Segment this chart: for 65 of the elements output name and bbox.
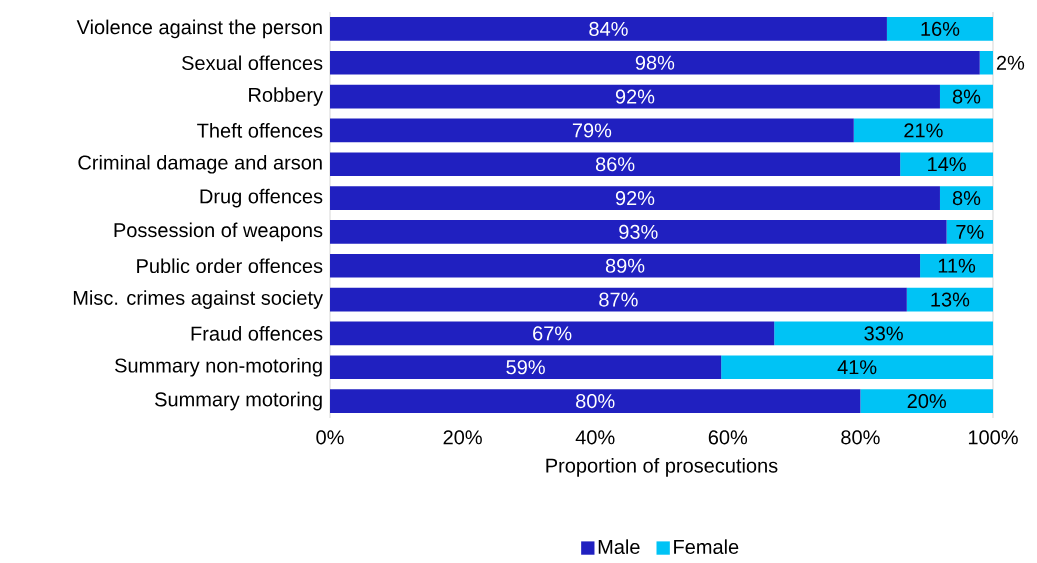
bar (330, 355, 722, 380)
data-label: 8% (952, 89, 981, 104)
bar (330, 118, 854, 143)
data-label: 84% (589, 21, 628, 36)
x-tick-label: 20% (443, 430, 482, 445)
data-label: 33% (864, 326, 903, 341)
y-tick-label: Sexual offences (182, 55, 323, 71)
data-label: 14% (928, 157, 966, 172)
y-tick-label: Fraud offences (191, 326, 323, 341)
legend-label: Female (674, 539, 739, 554)
data-label: 20% (907, 393, 946, 409)
x-tick-label: 80% (841, 430, 880, 445)
data-label: 16% (921, 21, 960, 36)
y-tick-label: Misc. crimes against society (73, 290, 323, 309)
data-label: 86% (595, 157, 635, 172)
bar (900, 152, 993, 177)
x-tick-label: 100% (968, 430, 1018, 445)
bar (330, 50, 980, 75)
bar (774, 321, 993, 346)
data-label: 8% (952, 190, 981, 206)
data-label: 2% (996, 55, 1025, 70)
y-tick-label: Criminal damage and arson (78, 154, 322, 174)
data-label: 98% (635, 55, 675, 70)
data-label: 92% (615, 89, 655, 104)
bar (920, 253, 993, 278)
y-tick-label: Robbery (249, 87, 324, 106)
y-tick-label: Drug offences (200, 188, 323, 208)
bar (330, 186, 940, 210)
x-tick-label: 0% (316, 430, 344, 445)
bar (979, 50, 993, 75)
data-label: 59% (506, 360, 545, 375)
data-label: 13% (931, 292, 970, 307)
x-tick-label: 60% (708, 430, 748, 445)
bar (886, 17, 993, 41)
data-label: 92% (615, 190, 655, 206)
data-label: 21% (904, 123, 943, 138)
bar (860, 389, 993, 413)
data-label: 80% (576, 393, 615, 409)
bar (330, 84, 940, 109)
y-tick-label: Theft offences (197, 123, 323, 138)
data-label: 79% (572, 123, 612, 138)
bar (330, 253, 921, 278)
data-label: 67% (533, 326, 572, 341)
bar (330, 220, 947, 244)
x-tick-label: 40% (575, 430, 615, 445)
bar (330, 152, 901, 177)
x-axis-title: Proportion of prosecutions (546, 458, 778, 477)
y-tick-label: Possession of weapons (114, 222, 323, 242)
data-label: 7% (956, 224, 984, 239)
y-tick-label: Summary non-motoring (115, 357, 322, 377)
data-label: 89% (605, 258, 645, 273)
data-label: 41% (837, 360, 877, 375)
data-label: 93% (619, 224, 658, 239)
legend-label: Male (598, 539, 640, 554)
bar (330, 389, 861, 413)
data-label: 87% (599, 292, 638, 307)
bar (721, 355, 993, 380)
data-label: 11% (938, 258, 976, 273)
y-tick-label: Public order offences (137, 258, 323, 274)
bar (330, 321, 775, 346)
bar (853, 118, 993, 143)
y-tick-label: Violence against the person (76, 19, 322, 39)
y-tick-label: Summary motoring (155, 391, 322, 411)
bar (330, 287, 907, 312)
bar (330, 17, 887, 41)
